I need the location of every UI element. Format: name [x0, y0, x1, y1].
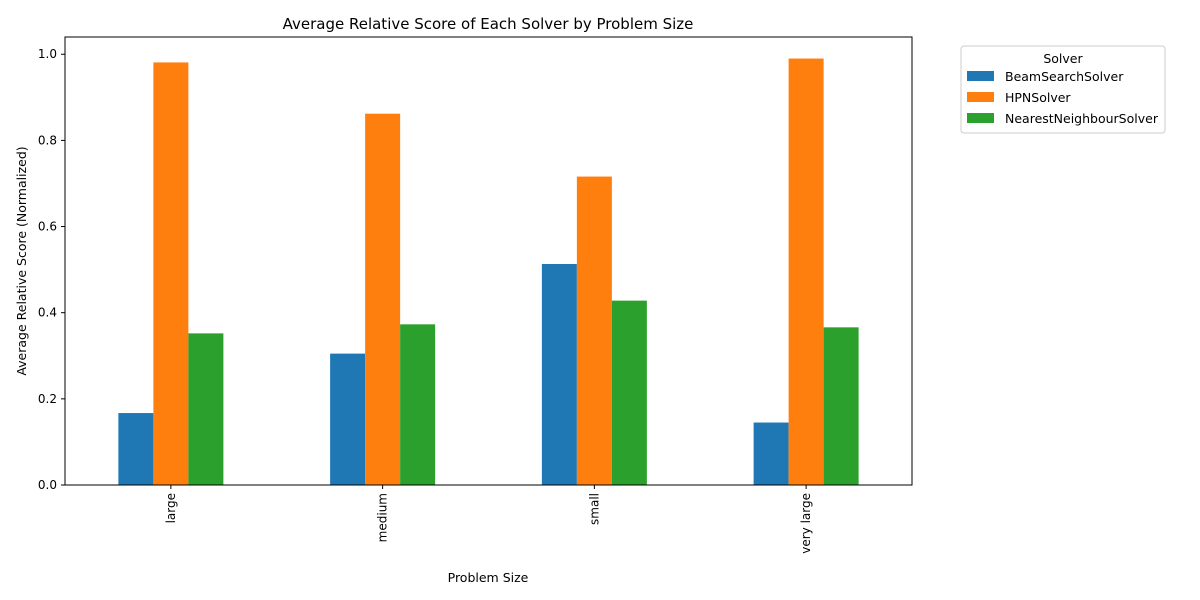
y-tick-label: 0.6 — [38, 220, 57, 234]
legend-items: BeamSearchSolver HPNSolver NearestNeighbou… — [967, 69, 1159, 126]
y-axis-title: Average Relative Score (Normalized) — [14, 146, 29, 375]
x-tick-label: medium — [376, 493, 390, 542]
legend: Solver BeamSearchSolver HPNSolver NearestN… — [960, 45, 1166, 134]
bar-BeamSearchSolver-very-large — [753, 422, 789, 485]
y-axis-ticks: 0.0 0.2 0.4 0.6 0.8 1.0 — [38, 47, 65, 492]
y-tick-label: 0.4 — [38, 306, 57, 320]
bar-BeamSearchSolver-small — [541, 264, 577, 485]
bar-BeamSearchSolver-medium — [330, 353, 366, 485]
bar-HPNSolver-large — [153, 62, 189, 486]
x-axis-ticks: large medium small very large — [164, 485, 813, 554]
legend-swatch-BeamSearchSolver — [967, 71, 994, 81]
y-tick-label: 1.0 — [38, 47, 57, 61]
y-tick-label: 0.0 — [38, 478, 57, 492]
legend-label-BeamSearchSolver: BeamSearchSolver — [1005, 69, 1124, 84]
bar-BeamSearchSolver-large — [118, 413, 154, 485]
legend-frame — [960, 45, 1166, 134]
legend-label-HPNSolver: HPNSolver — [1005, 90, 1071, 105]
bar-HPNSolver-medium — [365, 113, 401, 485]
x-axis-title: Problem Size — [448, 570, 529, 585]
bar-HPNSolver-very-large — [788, 58, 824, 486]
legend-swatch-NearestNeighbourSolver — [967, 113, 994, 123]
bar-NearestNeighbourSolver-large — [188, 333, 224, 485]
legend-swatch-HPNSolver — [967, 92, 994, 102]
legend-label-NearestNeighbourSolver: NearestNeighbourSolver — [1005, 111, 1159, 126]
x-tick-label: large — [164, 493, 178, 523]
x-tick-label: very large — [799, 493, 813, 554]
bar-HPNSolver-small — [576, 176, 612, 486]
bar-NearestNeighbourSolver-very-large — [823, 327, 859, 485]
x-tick-label: small — [587, 493, 601, 525]
bars-group — [118, 58, 859, 486]
chart-title: Average Relative Score of Each Solver by… — [283, 15, 694, 33]
plot-frame — [64, 36, 913, 486]
y-tick-label: 0.2 — [38, 392, 57, 406]
bar-NearestNeighbourSolver-small — [611, 300, 647, 485]
bar-NearestNeighbourSolver-medium — [400, 324, 436, 485]
y-tick-label: 0.8 — [38, 133, 57, 147]
legend-title: Solver — [1043, 51, 1083, 66]
